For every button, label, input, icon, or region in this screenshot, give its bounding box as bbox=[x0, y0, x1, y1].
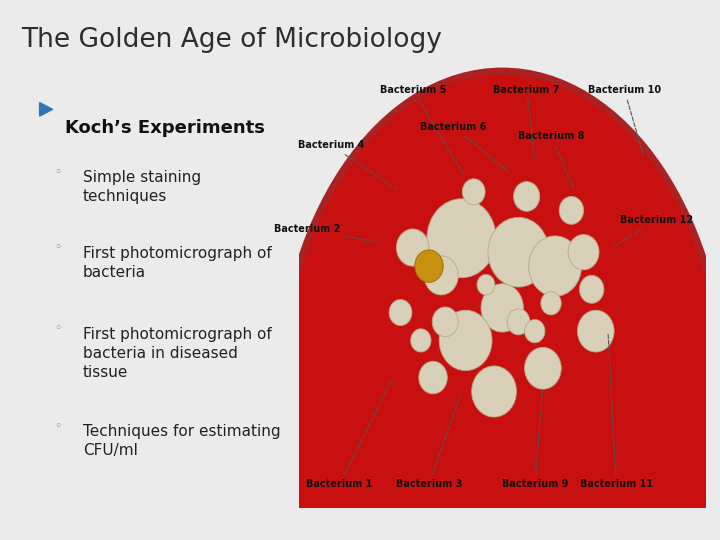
Circle shape bbox=[389, 300, 412, 326]
Circle shape bbox=[513, 181, 539, 211]
Circle shape bbox=[477, 274, 495, 295]
Text: Bacterium 9: Bacterium 9 bbox=[502, 390, 568, 489]
Text: Bacterium 11: Bacterium 11 bbox=[580, 334, 652, 489]
Circle shape bbox=[462, 179, 485, 205]
Circle shape bbox=[439, 310, 492, 370]
Text: Bacterium 8: Bacterium 8 bbox=[518, 131, 584, 189]
Circle shape bbox=[528, 236, 582, 296]
Text: ◦: ◦ bbox=[54, 166, 61, 179]
Text: First photomicrograph of
bacteria in diseased
tissue: First photomicrograph of bacteria in dis… bbox=[83, 327, 271, 380]
Text: Techniques for estimating
CFU/ml: Techniques for estimating CFU/ml bbox=[83, 424, 280, 458]
Circle shape bbox=[427, 199, 496, 278]
Circle shape bbox=[415, 250, 444, 282]
Circle shape bbox=[541, 292, 561, 315]
Circle shape bbox=[424, 256, 458, 295]
Text: Bacterium 3: Bacterium 3 bbox=[396, 394, 462, 489]
Text: Bacterium 2: Bacterium 2 bbox=[274, 224, 377, 242]
Circle shape bbox=[472, 366, 516, 417]
Circle shape bbox=[577, 310, 614, 352]
Text: Bacterium 6: Bacterium 6 bbox=[420, 122, 508, 172]
Circle shape bbox=[580, 275, 604, 303]
Circle shape bbox=[559, 197, 583, 224]
Circle shape bbox=[525, 347, 561, 389]
Text: Bacterium 10: Bacterium 10 bbox=[588, 85, 661, 157]
Circle shape bbox=[481, 284, 523, 332]
Text: Simple staining
techniques: Simple staining techniques bbox=[83, 170, 201, 204]
Circle shape bbox=[525, 320, 545, 343]
Circle shape bbox=[397, 229, 429, 266]
Circle shape bbox=[419, 361, 447, 394]
Text: The Golden Age of Microbiology: The Golden Age of Microbiology bbox=[22, 27, 443, 53]
Circle shape bbox=[568, 234, 599, 270]
Text: Koch’s Experiments: Koch’s Experiments bbox=[65, 119, 265, 137]
Text: ◦: ◦ bbox=[54, 241, 61, 254]
Text: First photomicrograph of
bacteria: First photomicrograph of bacteria bbox=[83, 246, 271, 280]
Polygon shape bbox=[40, 103, 53, 116]
Circle shape bbox=[507, 309, 530, 335]
Circle shape bbox=[488, 217, 549, 287]
Ellipse shape bbox=[279, 71, 720, 540]
Text: Bacterium 4: Bacterium 4 bbox=[298, 140, 398, 190]
Text: Bacterium 5: Bacterium 5 bbox=[379, 85, 464, 176]
Text: Bacterium 7: Bacterium 7 bbox=[493, 85, 559, 157]
Text: ◦: ◦ bbox=[54, 420, 61, 433]
Circle shape bbox=[410, 329, 431, 352]
Text: Bacterium 1: Bacterium 1 bbox=[306, 380, 391, 489]
Text: ◦: ◦ bbox=[54, 322, 61, 335]
Text: Bacterium 12: Bacterium 12 bbox=[614, 215, 693, 246]
Circle shape bbox=[432, 307, 458, 337]
